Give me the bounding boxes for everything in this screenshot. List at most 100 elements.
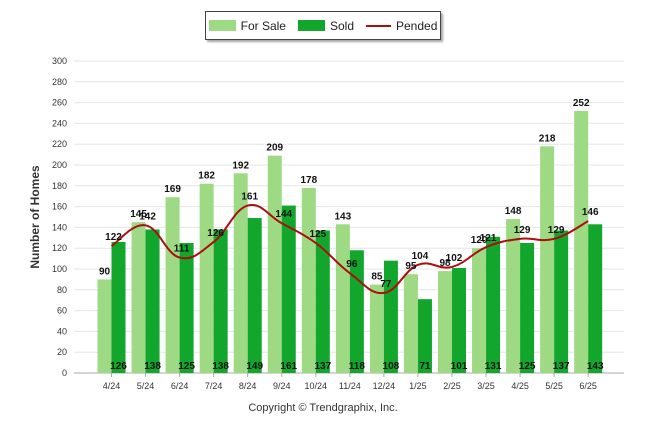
data-label-for-sale: 192 [232,160,249,171]
data-label-pended: 129 [548,225,565,236]
data-label-sold: 131 [485,361,502,372]
data-label-pended: 126 [207,228,224,239]
y-tick-label: 280 [52,77,67,87]
data-label-for-sale: 178 [300,175,317,186]
copyright-text: Copyright © Trendgraphix, Inc. [248,402,398,414]
data-label-pended: 161 [241,192,258,203]
bar-for-sale [540,146,555,373]
data-label-sold: 118 [349,361,366,372]
data-label-for-sale: 98 [439,258,451,269]
data-label-for-sale: 143 [335,211,352,222]
data-label-pended: 104 [412,251,429,262]
y-tick-label: 260 [52,98,67,108]
legend-swatch-sold [297,20,325,31]
data-label-pended: 129 [514,225,531,236]
bar-sold [247,218,262,373]
data-label-for-sale: 120 [471,235,488,246]
data-label-sold: 101 [451,361,468,372]
data-label-pended: 102 [446,253,463,264]
data-label-for-sale: 169 [164,184,181,195]
bar-for-sale [574,110,589,374]
data-label-sold: 125 [178,361,195,372]
x-tick-label: 10/24 [305,381,328,391]
data-label-sold: 137 [553,361,570,372]
bar-sold [554,230,569,373]
bar-for-sale [165,197,180,373]
y-tick-label: 0 [62,368,67,378]
bar-sold [145,229,160,373]
y-tick-label: 40 [57,326,67,336]
bar-sold [179,243,194,373]
data-label-pended: 77 [380,279,392,290]
data-label-sold: 161 [280,361,297,372]
x-tick-label: 5/24 [137,381,155,391]
y-tick-label: 200 [52,160,67,170]
x-tick-label: 12/24 [373,381,396,391]
x-tick-label: 7/24 [205,381,223,391]
pended-line [110,203,589,294]
data-label-pended: 121 [480,233,497,244]
bar-for-sale [131,222,146,373]
x-tick-label: 1/25 [409,381,427,391]
bar-for-sale [267,155,282,373]
bar-sold [383,260,398,373]
legend-item-pended[interactable]: Pended [366,19,437,33]
data-label-sold: 125 [519,361,536,372]
bar-sold [520,243,535,373]
data-label-for-sale: 182 [198,171,215,182]
y-tick-label: 180 [52,181,67,191]
bar-sold [486,236,501,373]
data-label-pended: 125 [309,229,326,240]
y-tick-label: 160 [52,202,67,212]
legend-label-pended: Pended [396,18,438,33]
bar-for-sale [472,248,487,373]
data-label-sold: 149 [246,361,263,372]
y-tick-label: 60 [57,306,67,316]
x-tick-label: 8/24 [239,381,257,391]
data-label-pended: 142 [139,211,156,222]
data-label-for-sale: 95 [405,261,417,272]
x-tick-label: 6/24 [171,381,189,391]
bar-sold [111,241,126,373]
data-label-sold: 138 [212,361,229,372]
bar-for-sale [506,219,521,373]
x-tick-label: 4/25 [511,381,529,391]
legend-swatch-for-sale [208,20,236,31]
bar-sold [417,299,432,373]
data-label-for-sale: 218 [539,133,556,144]
y-tick-label: 220 [52,139,67,149]
bar-sold [213,229,228,373]
legend-item-sold[interactable]: Sold [297,19,354,33]
bar-for-sale [369,284,384,373]
bar-sold [588,224,603,373]
data-label-sold: 138 [144,361,161,372]
legend-label-for-sale: For Sale [240,18,286,33]
data-label-sold: 71 [419,361,431,372]
data-label-sold: 137 [314,361,331,372]
y-tick-label: 100 [52,264,67,274]
data-label-sold: 143 [587,361,604,372]
bar-for-sale [233,173,248,373]
bar-sold [281,205,296,373]
data-label-for-sale: 148 [505,206,522,217]
bar-for-sale [199,183,214,373]
data-label-for-sale: 90 [99,266,111,277]
x-tick-label: 6/25 [579,381,597,391]
y-tick-label: 120 [52,243,67,253]
legend-swatch-pended [366,24,391,27]
legend-item-for-sale[interactable]: For Sale [208,18,286,33]
y-tick-label: 300 [52,56,67,66]
bar-for-sale [301,187,316,373]
y-tick-label: 240 [52,118,67,128]
x-tick-label: 3/25 [477,381,495,391]
data-label-sold: 108 [383,361,400,372]
x-tick-label: 4/24 [103,381,121,391]
bar-for-sale [438,271,452,373]
x-tick-label: 2/25 [443,381,461,391]
bar-for-sale [403,274,418,373]
bar-sold [315,230,330,373]
y-tick-label: 80 [57,285,67,295]
data-label-pended: 96 [346,259,358,270]
